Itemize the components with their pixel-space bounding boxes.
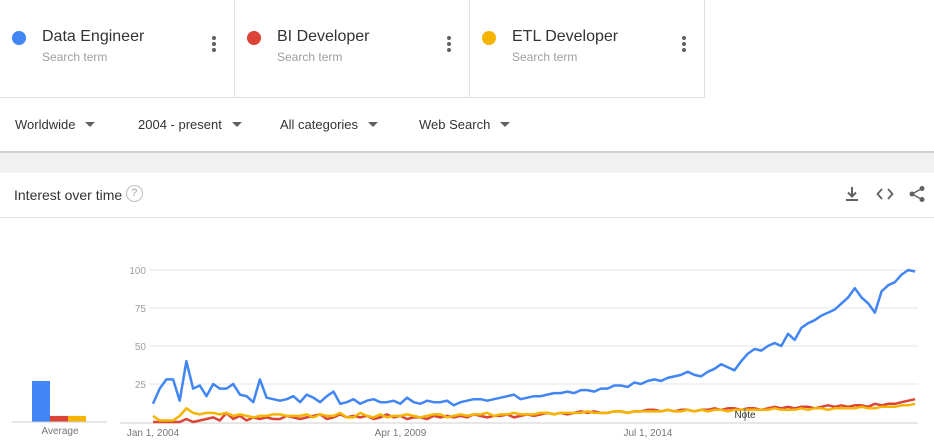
time-range-dropdown[interactable]: 2004 - present	[138, 117, 242, 132]
interest-chart: Average 25 50 75 100 Jan 1, 2004 Apr 1, 2009…	[12, 266, 918, 439]
more-vert-icon[interactable]	[682, 36, 686, 52]
grid-lines	[120, 269, 918, 424]
search-type-label: Web Search	[419, 117, 491, 132]
term-name[interactable]: BI Developer	[277, 28, 370, 45]
caret-down-icon	[368, 122, 379, 127]
series-line-bi-developer	[153, 397, 916, 424]
average-bars	[32, 380, 86, 422]
y-axis-ticks: 25 50 75 100	[129, 266, 146, 391]
term-subtitle: Search term	[42, 50, 108, 64]
average-bar	[32, 380, 50, 422]
term-subtitle: Search term	[512, 50, 578, 64]
help-icon[interactable]: ?	[126, 185, 143, 202]
search-terms-bar: Data Engineer Search term BI Developer S…	[0, 0, 705, 98]
x-tick-label: Jan 1, 2004	[127, 428, 180, 439]
series-line-data-engineer	[151, 268, 916, 407]
series-line-etl-developer	[152, 402, 916, 422]
series-lines	[151, 268, 916, 424]
average-bar	[50, 415, 68, 422]
caret-down-icon	[85, 122, 96, 127]
y-tick-label: 75	[135, 304, 147, 315]
y-tick-label: 50	[135, 342, 147, 353]
download-icon[interactable]	[843, 185, 861, 203]
more-vert-icon[interactable]	[212, 36, 216, 52]
time-range-label: 2004 - present	[138, 117, 222, 132]
caret-down-icon	[231, 122, 242, 127]
term-card-bi-developer[interactable]: BI Developer Search term	[235, 0, 470, 98]
series-color-dot	[247, 31, 261, 45]
term-card-etl-developer[interactable]: ETL Developer Search term	[470, 0, 705, 98]
x-tick-label: Jul 1, 2014	[623, 428, 672, 439]
interest-over-time-header: Interest over time ?	[0, 173, 934, 218]
x-tick-label: Apr 1, 2009	[375, 428, 427, 439]
filter-bar: Worldwide 2004 - present All categories …	[0, 98, 934, 152]
term-card-data-engineer[interactable]: Data Engineer Search term	[0, 0, 235, 98]
category-dropdown[interactable]: All categories	[280, 117, 379, 132]
average-label: Average	[41, 426, 79, 437]
term-name[interactable]: Data Engineer	[42, 28, 145, 45]
search-type-dropdown[interactable]: Web Search	[419, 117, 511, 132]
section-gap	[0, 153, 934, 173]
average-bar	[68, 415, 86, 422]
y-tick-label: 25	[135, 380, 147, 391]
divider	[0, 151, 934, 153]
term-name[interactable]: ETL Developer	[512, 28, 619, 45]
more-vert-icon[interactable]	[447, 36, 451, 52]
panel-title: Interest over time	[14, 187, 123, 203]
caret-down-icon	[500, 122, 511, 127]
x-axis-ticks: Jan 1, 2004 Apr 1, 2009 Jul 1, 2014	[127, 428, 673, 439]
y-tick-label: 100	[129, 266, 146, 277]
note-label[interactable]: Note	[734, 410, 756, 421]
series-color-dot	[482, 31, 496, 45]
region-dropdown[interactable]: Worldwide	[15, 117, 96, 132]
series-color-dot	[12, 31, 26, 45]
share-icon[interactable]	[908, 185, 926, 203]
embed-icon[interactable]	[876, 185, 894, 203]
term-subtitle: Search term	[277, 50, 343, 64]
category-label: All categories	[280, 117, 359, 132]
region-label: Worldwide	[15, 117, 76, 132]
